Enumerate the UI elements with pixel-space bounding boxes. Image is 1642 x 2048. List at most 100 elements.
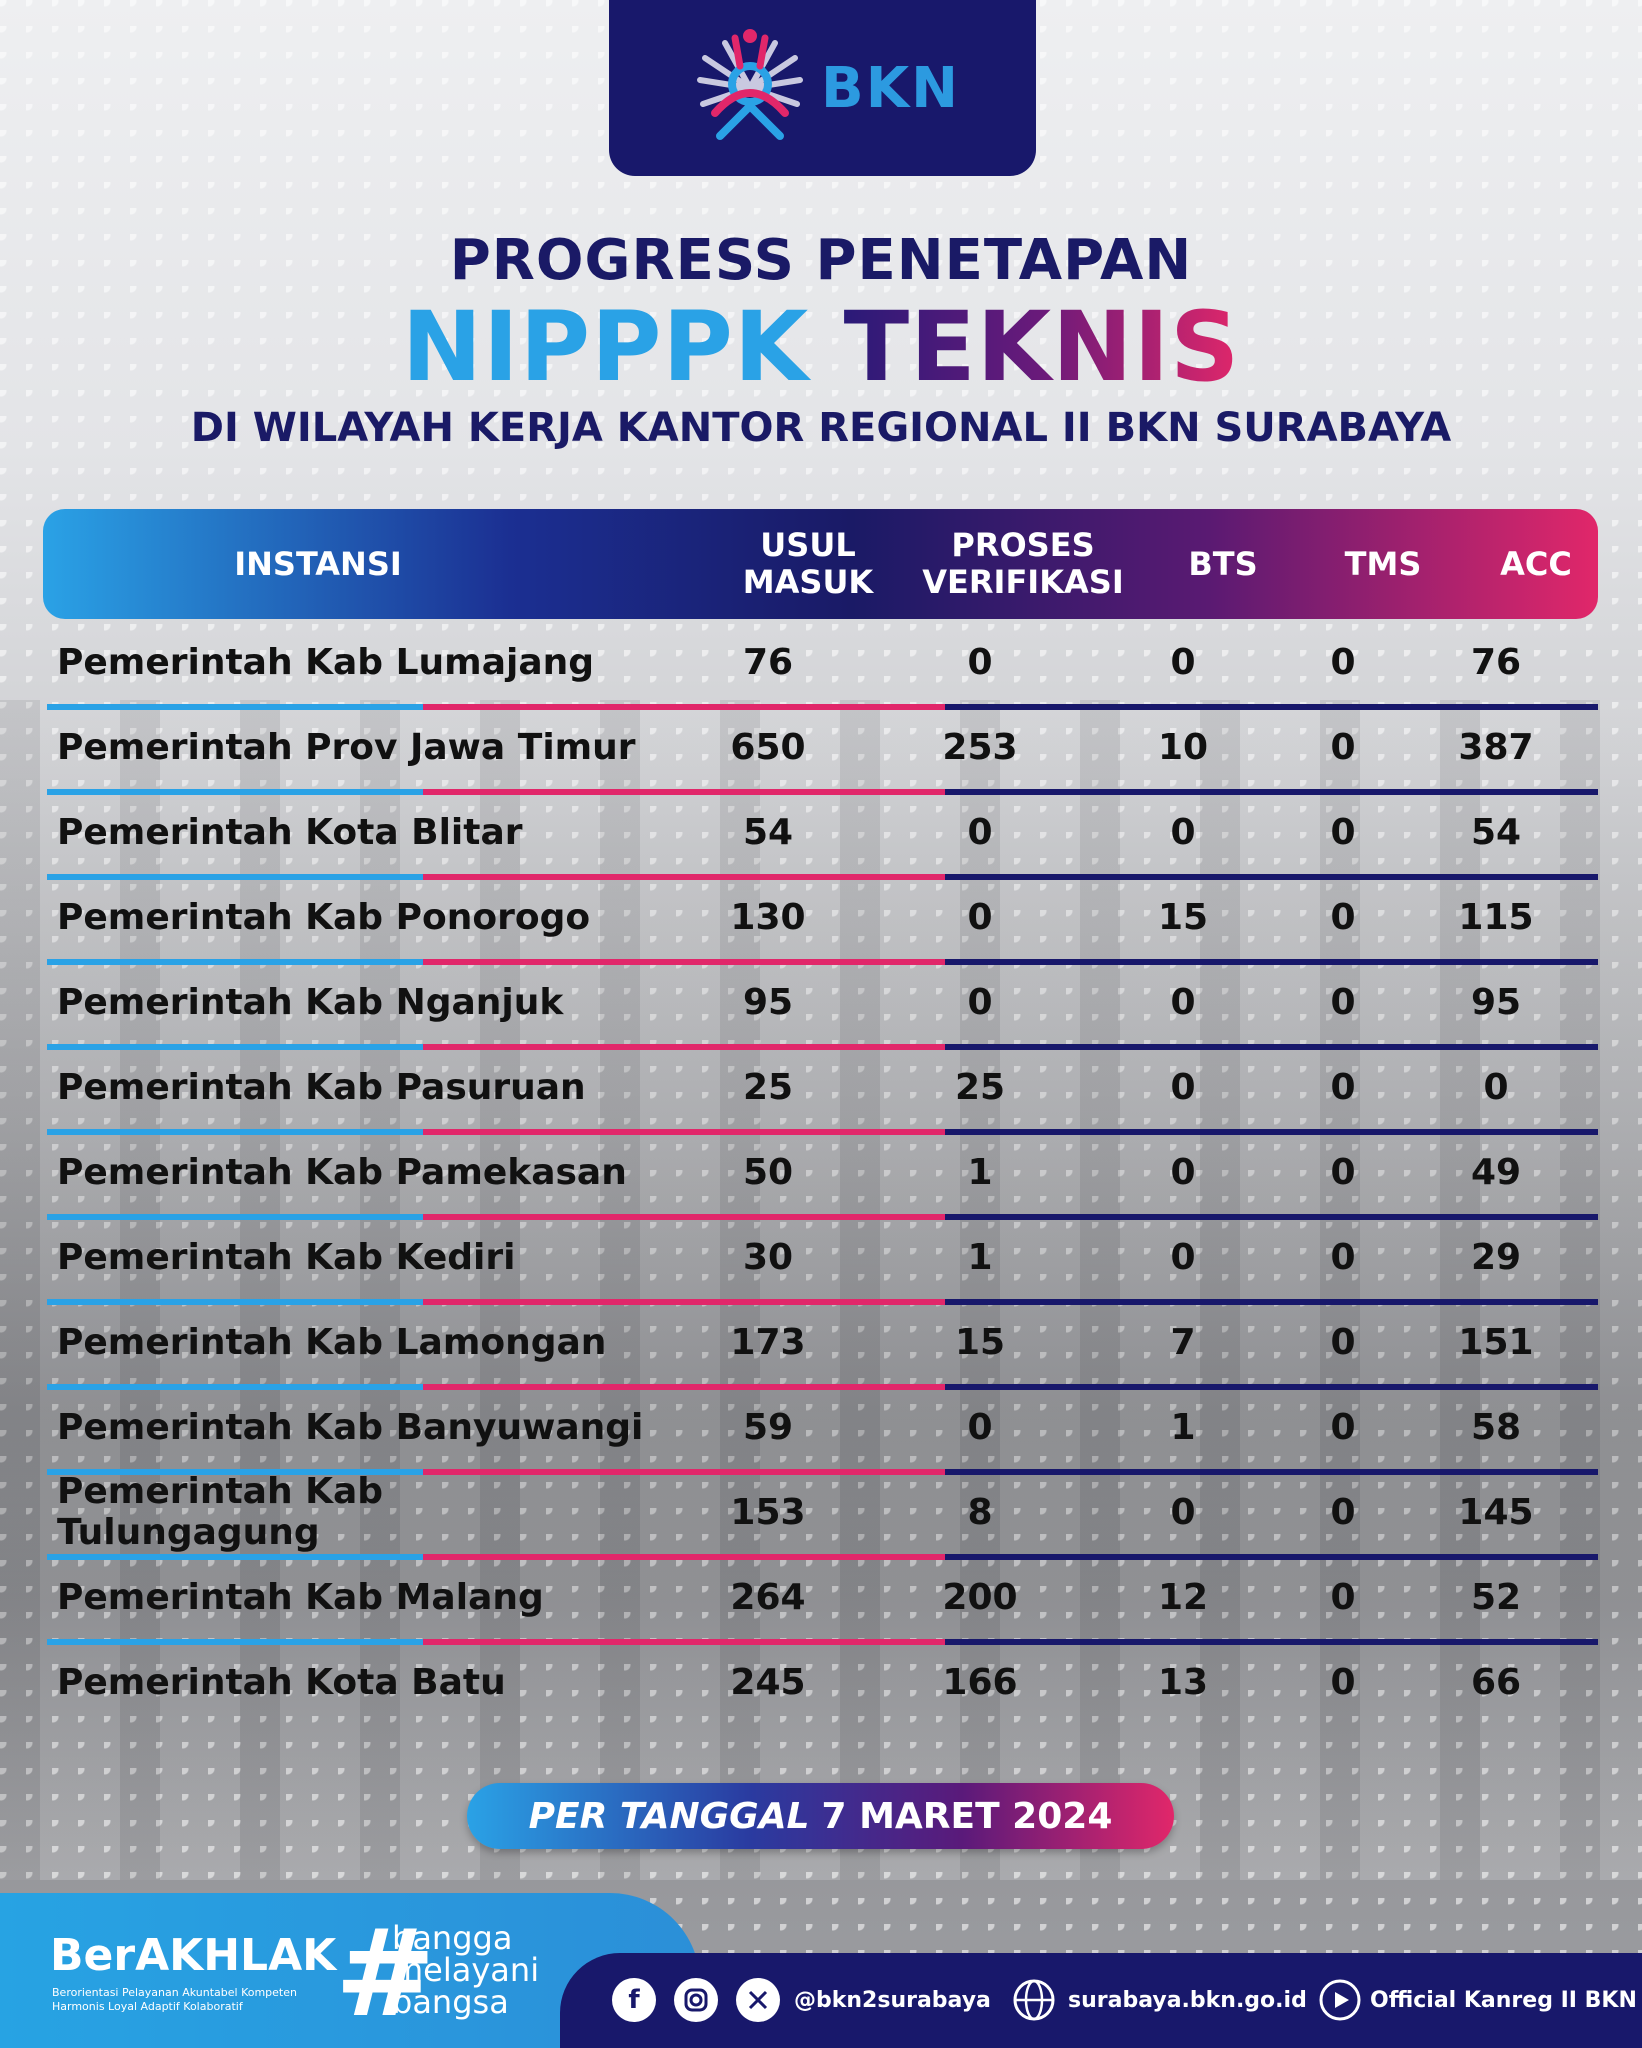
col-proses-label-2: VERIFIKASI (922, 563, 1124, 601)
slogan-line-3: bangsa (392, 1983, 509, 2021)
cell-tms: 0 (1330, 1066, 1356, 1108)
facebook-link[interactable]: f (612, 1975, 656, 2025)
cell-tms: 0 (1330, 1406, 1356, 1448)
instansi-name: Pemerintah Kab Malang (57, 1576, 544, 1618)
table-row: Pemerintah Kab Malang 264 200 12 0 52 (43, 1562, 1598, 1647)
cell-tms: 0 (1330, 981, 1356, 1023)
instansi-name: Pemerintah Kab Lumajang (57, 641, 595, 683)
youtube-icon (1319, 1979, 1361, 2021)
cell-bts: 0 (1170, 1236, 1196, 1278)
youtube-link[interactable]: Official Kanreg II BKN (1318, 1975, 1637, 2025)
cell-bts: 0 (1170, 1491, 1196, 1533)
table-row: Pemerintah Kab Tulungagung 153 8 0 0 145 (43, 1471, 1598, 1562)
cell-usul: 54 (742, 811, 794, 853)
cell-usul: 76 (742, 641, 794, 683)
cell-tms: 0 (1330, 1321, 1356, 1363)
col-usul-label-1: USUL (760, 526, 856, 564)
cell-tms: 0 (1330, 896, 1356, 938)
cell-proses: 0 (967, 981, 993, 1023)
table-row: Pemerintah Kab Banyuwangi 59 0 1 0 58 (43, 1392, 1598, 1477)
title-nipppk: NIPPPK (401, 291, 810, 403)
cell-acc: 0 (1483, 1066, 1509, 1108)
x-link[interactable]: @bkn2surabaya (736, 1975, 991, 2025)
slogan-line-2: melayani (392, 1951, 540, 1989)
instansi-name: Pemerintah Kab Tulungagung (57, 1471, 384, 1553)
cell-proses: 0 (967, 641, 993, 683)
table-row: Pemerintah Kab Lumajang 76 0 0 0 76 (43, 627, 1598, 712)
cell-usul: 650 (730, 726, 806, 768)
title-teknis: TEKNIS (843, 291, 1241, 403)
cell-proses: 15 (954, 1321, 1006, 1363)
instagram-link[interactable] (674, 1975, 718, 2025)
cell-proses: 166 (942, 1661, 1018, 1703)
cell-tms: 0 (1330, 726, 1356, 768)
cell-usul: 264 (730, 1576, 806, 1618)
bkn-emblem-icon (697, 29, 804, 140)
title-line-3: DI WILAYAH KERJA KANTOR REGIONAL II BKN … (190, 405, 1452, 451)
cell-bts: 0 (1170, 641, 1196, 683)
website-text: surabaya.bkn.go.id (1068, 1987, 1307, 2013)
cell-usul: 173 (730, 1321, 806, 1363)
cell-proses: 0 (967, 811, 993, 853)
cell-tms: 0 (1330, 1576, 1356, 1618)
cell-acc: 66 (1470, 1661, 1522, 1703)
youtube-text: Official Kanreg II BKN (1370, 1987, 1637, 2013)
cell-bts: 0 (1170, 1151, 1196, 1193)
facebook-icon: f (612, 1978, 656, 2022)
instansi-name: Pemerintah Kab Pamekasan (57, 1151, 627, 1193)
title-line-1: PROGRESS PENETAPAN (449, 228, 1193, 293)
slogan-line-1: bangga (392, 1919, 513, 1957)
cell-tms: 0 (1330, 1491, 1356, 1533)
row-divider (47, 704, 1598, 710)
cell-proses: 253 (942, 726, 1018, 768)
instansi-name: Pemerintah Kab Kediri (57, 1236, 516, 1278)
row-divider (47, 874, 1598, 880)
row-divider (47, 1214, 1598, 1220)
table-row: Pemerintah Kab Nganjuk 95 0 0 0 95 (43, 967, 1598, 1052)
col-bts: BTS (1188, 544, 1258, 583)
instansi-name: Pemerintah Kota Blitar (57, 811, 523, 853)
cell-usul: 50 (742, 1151, 794, 1193)
berakhlak-logo: BerAKHLAK (50, 1930, 337, 1981)
cell-bts: 0 (1170, 1066, 1196, 1108)
row-divider (47, 959, 1598, 965)
cell-proses: 200 (942, 1576, 1018, 1618)
cell-bts: 13 (1157, 1661, 1209, 1703)
cell-bts: 0 (1170, 811, 1196, 853)
cell-usul: 30 (742, 1236, 794, 1278)
table-row: Pemerintah Kab Ponorogo 130 0 15 0 115 (43, 882, 1598, 967)
col-proses-verifikasi: PROSES VERIFIKASI (883, 509, 1163, 619)
table-row: Pemerintah Kab Pamekasan 50 1 0 0 49 (43, 1137, 1598, 1222)
col-usul-label-2: MASUK (742, 563, 874, 601)
cell-proses: 0 (967, 1406, 993, 1448)
social-handle: @bkn2surabaya (794, 1987, 991, 2013)
cell-usul: 59 (742, 1406, 794, 1448)
cell-usul: 130 (730, 896, 806, 938)
cell-bts: 7 (1170, 1321, 1196, 1363)
cell-proses: 1 (967, 1236, 993, 1278)
cell-acc: 58 (1470, 1406, 1522, 1448)
cell-acc: 52 (1470, 1576, 1522, 1618)
table-row: Pemerintah Kota Batu 245 166 13 0 66 (43, 1647, 1598, 1732)
cell-tms: 0 (1330, 811, 1356, 853)
cell-acc: 49 (1470, 1151, 1522, 1193)
hash-symbol: # (335, 1905, 436, 2044)
col-tms: TMS (1344, 544, 1422, 583)
cell-proses: 1 (967, 1151, 993, 1193)
instansi-name: Pemerintah Kab Banyuwangi (57, 1406, 644, 1448)
col-instansi: INSTANSI (234, 544, 402, 583)
table-header: INSTANSI USUL MASUK PROSES VERIFIKASI BT… (43, 509, 1598, 619)
instansi-name: Pemerintah Kota Batu (57, 1661, 506, 1703)
logo-text: BKN (821, 55, 960, 121)
cell-acc: 387 (1458, 726, 1534, 768)
row-divider (47, 789, 1598, 795)
cell-proses: 25 (954, 1066, 1006, 1108)
berakhlak-subtitle: Berorientasi Pelayanan Akuntabel Kompete… (52, 1986, 297, 2013)
title-line-2: NIPPPK TEKNIS (0, 292, 1642, 402)
background-photo (0, 700, 1642, 1880)
cell-acc: 76 (1470, 641, 1522, 683)
table-row: Pemerintah Kota Blitar 54 0 0 0 54 (43, 797, 1598, 882)
x-icon (736, 1978, 780, 2022)
row-divider (47, 1384, 1598, 1390)
website-link[interactable]: surabaya.bkn.go.id (1012, 1975, 1307, 2025)
